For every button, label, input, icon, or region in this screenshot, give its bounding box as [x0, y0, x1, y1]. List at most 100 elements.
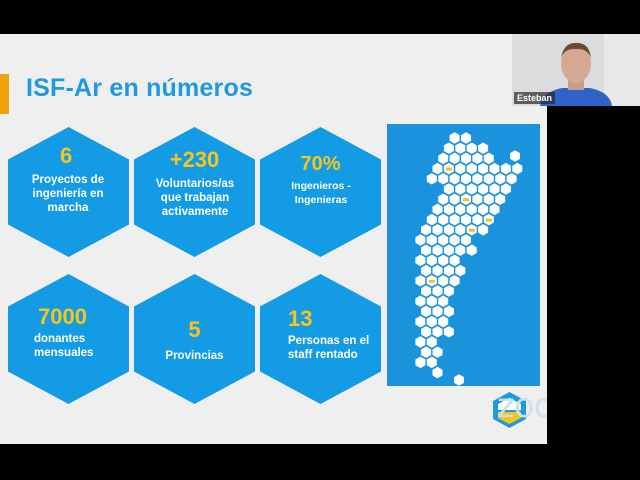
slide-title: ISF-Ar en números — [26, 74, 254, 102]
map-hex-cell — [437, 172, 449, 186]
map-hex-cell — [431, 263, 444, 278]
map-hex-cell — [448, 151, 461, 166]
map-hex-cell — [460, 212, 472, 227]
map-hex-cell — [448, 274, 461, 288]
stat-number: 5 — [188, 317, 201, 342]
map-hex-cell — [414, 253, 427, 268]
map-hex-cell — [460, 172, 472, 186]
map-hex-cell — [437, 212, 449, 227]
map-hex-cell — [505, 172, 518, 186]
map-hex-cell — [443, 141, 455, 155]
map-hex-cell — [414, 233, 427, 247]
map-hex-cell — [426, 233, 438, 247]
map-hex-cell — [454, 202, 467, 217]
stat-label: Personas en el staff rentado — [288, 335, 370, 361]
stat-hex-staff: 13 Personas en el staff rentado — [260, 274, 381, 404]
map-hex-cell — [453, 373, 465, 386]
map-hex-cell — [511, 161, 524, 176]
stat-hex-projects: 6 Proyectos de ingeniería en marcha — [8, 127, 129, 257]
stat-hex-donors: 7000 donantes mensuales — [8, 274, 129, 404]
map-hex-cell — [494, 192, 506, 206]
map-hex-cell — [426, 314, 438, 329]
stat-number: +230 — [169, 147, 220, 172]
map-hex-cell — [465, 202, 478, 217]
map-hex-cell — [471, 212, 484, 227]
map-hex-cell — [431, 284, 444, 298]
map-hex-cell — [431, 161, 444, 176]
map-hex-cell — [443, 182, 455, 196]
participant-avatar-icon — [512, 34, 640, 106]
map-hex-cell — [477, 182, 489, 196]
map-hex-cell — [448, 212, 461, 227]
map-hex-cell — [437, 314, 449, 329]
map-hex-cell — [471, 192, 484, 206]
map-hex-cell — [471, 172, 484, 186]
stat-hex-volunteers: +230 Voluntarios/as que trabajan activam… — [134, 127, 255, 257]
map-hex-cell — [448, 131, 461, 145]
map-hex-cell — [420, 223, 432, 237]
map-hex-cell — [437, 192, 449, 206]
map-hex-cell — [477, 161, 489, 176]
map-hex-cell — [414, 335, 427, 349]
map-hex-cell — [426, 294, 438, 308]
project-marker — [468, 228, 475, 232]
map-hex-cell — [477, 223, 489, 237]
map-hex-cell — [477, 141, 489, 155]
map-hex-cell — [500, 161, 512, 176]
map-hex-cell — [437, 294, 449, 308]
map-hex-cell — [443, 325, 455, 339]
map-hex-cell — [500, 182, 512, 196]
stat-number: 13 — [288, 306, 313, 331]
project-marker — [445, 167, 452, 171]
map-hex-cell — [414, 314, 427, 329]
title-accent-bar — [0, 74, 9, 114]
stat-label: Voluntarios/as que trabajan activamente — [155, 178, 235, 218]
map-hex-cell — [448, 172, 461, 186]
project-marker — [428, 279, 435, 283]
map-hex-cell — [488, 161, 501, 176]
map-hex-cell — [443, 304, 455, 319]
shared-slide: ISF-Ar en números 6 Proyectos de ingenie… — [0, 34, 547, 444]
argentina-hex-map — [387, 124, 540, 386]
map-hex-cell — [426, 355, 438, 370]
right-letterbox — [547, 106, 640, 444]
top-letterbox — [0, 0, 640, 34]
map-hex-cell — [483, 151, 495, 166]
map-hex-cell — [437, 253, 449, 268]
map-hex-cell — [483, 192, 495, 206]
map-hex-cell — [414, 355, 427, 370]
map-hex-cell — [426, 335, 438, 349]
map-hex-cell — [465, 161, 478, 176]
map-hex-cell — [420, 284, 432, 298]
map-hex-cell — [420, 304, 432, 319]
map-hex-cell — [454, 263, 467, 278]
map-hex-cell — [420, 243, 432, 257]
map-hex-cell — [420, 263, 432, 278]
map-hex-cell — [465, 243, 478, 257]
map-hex-cell — [509, 149, 521, 163]
stat-label: Proyectos de ingeniería en marcha — [31, 174, 105, 214]
map-hex-cell — [431, 202, 444, 217]
stat-label: Provincias — [165, 350, 224, 362]
stat-number: 7000 — [38, 304, 87, 329]
stat-hex-provinces: 5 Provincias — [134, 274, 255, 404]
map-hex-cell — [431, 325, 444, 339]
map-hex-cell — [437, 233, 449, 247]
map-hex-cell — [483, 172, 495, 186]
map-hex-cell — [454, 141, 467, 155]
map-hex-cell — [471, 151, 484, 166]
map-hex-cell — [443, 202, 455, 217]
project-marker — [463, 198, 469, 202]
map-hex-cell — [494, 172, 506, 186]
map-hex-cell — [431, 304, 444, 319]
stat-label: Ingenieros - Ingenieras — [291, 180, 351, 206]
map-hex-cell — [443, 243, 455, 257]
map-hex-cell — [437, 274, 449, 288]
participant-name: Esteban — [514, 92, 556, 104]
zoom-watermark: zoom — [497, 386, 547, 426]
map-hex-cell — [437, 151, 449, 166]
map-hex-cell — [431, 243, 444, 257]
map-hex-cell — [488, 182, 501, 196]
participant-video[interactable]: Esteban — [512, 34, 640, 106]
map-hex-cell — [431, 365, 444, 380]
